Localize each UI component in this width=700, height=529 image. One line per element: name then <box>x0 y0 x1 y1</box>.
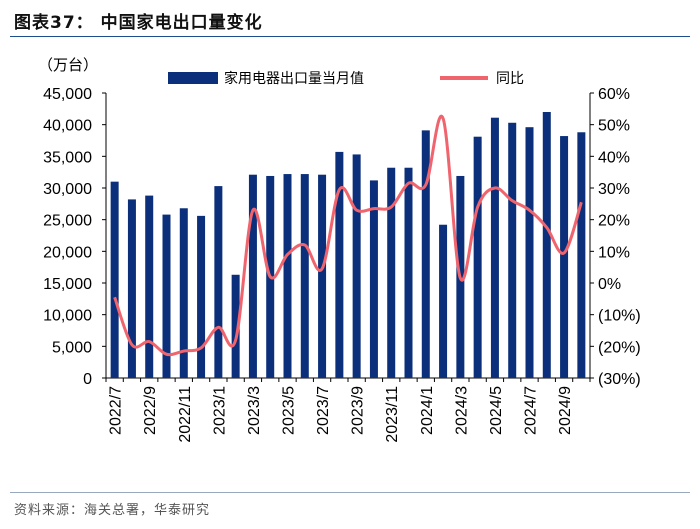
bar-2024/4 <box>473 136 482 378</box>
y-left-tick-label: 5,000 <box>52 339 92 356</box>
y-left-tick-label: 10,000 <box>43 308 92 325</box>
y-left-tick-label: 40,000 <box>43 118 92 135</box>
x-tick-label: 2024/3 <box>453 386 470 435</box>
bar-2022/11 <box>179 208 188 378</box>
bar-2022/9 <box>145 195 154 378</box>
y-left-tick-label: 30,000 <box>43 181 92 198</box>
bar-2023/3 <box>248 174 257 378</box>
bar-2024/10 <box>577 132 586 378</box>
bar-2023/9 <box>352 154 361 378</box>
x-tick-label: 2023/3 <box>246 386 263 435</box>
y-left-ticks: 0 5,000 10,000 15,000 20,000 25,000 30,000 35,0… <box>43 86 106 388</box>
x-tick-label: 2024/9 <box>557 386 574 435</box>
bar-2022/12 <box>197 215 206 378</box>
legend: 家用电器出口量当月值 同比 <box>168 70 524 87</box>
y-right-tick-label: 30% <box>598 181 630 198</box>
bar-2022/10 <box>162 214 171 378</box>
y-right-tick-label: 20% <box>598 213 630 230</box>
legend-swatch-bar <box>168 72 218 84</box>
y-left-tick-label: 20,000 <box>43 244 92 261</box>
y-left-tick-label: 15,000 <box>43 276 92 293</box>
line-series <box>113 114 583 357</box>
x-ticks: 2022/7 2022/9 2022/11 2023/1 2023/3 2023/5 202… <box>108 386 574 443</box>
source-note: 资料来源：海关总署，华泰研究 <box>14 503 211 518</box>
footer-divider <box>10 492 690 493</box>
bar-2024/7 <box>525 127 534 378</box>
bar-2023/2 <box>231 274 240 378</box>
x-tick-label: 2024/1 <box>419 386 436 435</box>
bar-2023/12 <box>404 167 413 378</box>
x-tick-label: 2024/5 <box>488 386 505 435</box>
y-right-tick-label: 60% <box>598 86 630 103</box>
y-right-tick-label: (20%) <box>598 339 641 356</box>
bar-2023/10 <box>369 180 378 378</box>
bar-2023/1 <box>214 186 223 378</box>
y-left-tick-label: 0 <box>83 371 92 388</box>
title-divider <box>10 36 690 37</box>
bar-2023/6 <box>300 174 309 378</box>
y-right-tick-label: (30%) <box>598 371 641 388</box>
bar-2024/1 <box>421 130 430 378</box>
x-tick-label: 2022/9 <box>142 386 159 435</box>
y-right-ticks: (30%) (20%) (10%) 0% 10% 20% 30% 40% 50% 60% <box>590 86 641 388</box>
y-right-tick-label: 40% <box>598 149 630 166</box>
y-right-tick-label: 0% <box>598 276 621 293</box>
bar-2023/7 <box>318 174 327 378</box>
bar-2022/7 <box>110 181 119 378</box>
x-tick-label: 2023/1 <box>211 386 228 435</box>
x-tick-label: 2022/11 <box>177 386 194 443</box>
bar-2022/8 <box>127 199 136 378</box>
y-right-tick-label: 10% <box>598 244 630 261</box>
legend-label-line: 同比 <box>496 71 524 87</box>
bar-2024/5 <box>490 117 499 378</box>
axes-group <box>105 93 591 382</box>
x-tick-label: 2023/9 <box>350 386 367 435</box>
y-left-tick-label: 25,000 <box>43 213 92 230</box>
bar-2023/5 <box>283 174 292 378</box>
bar-2023/11 <box>387 167 396 378</box>
y-left-tick-label: 45,000 <box>43 86 92 103</box>
bar-2024/6 <box>508 122 517 379</box>
x-tick-label: 2024/7 <box>523 386 540 435</box>
bar-2024/9 <box>560 136 569 378</box>
x-tick-label: 2023/11 <box>384 386 401 443</box>
bar-2024/8 <box>542 112 551 378</box>
y-left-unit-label: （万台） <box>38 56 98 74</box>
y-left-tick-label: 35,000 <box>43 149 92 166</box>
figure-title: 图表37： 中国家电出口量变化 <box>14 13 263 33</box>
bar-2024/2 <box>439 224 448 378</box>
bar-2023/8 <box>335 151 344 378</box>
x-tick-label: 2022/7 <box>108 386 125 435</box>
y-right-tick-label: (10%) <box>598 308 641 325</box>
yoy-line <box>113 114 583 357</box>
x-tick-label: 2023/7 <box>315 386 332 435</box>
x-tick-label: 2023/5 <box>281 386 298 435</box>
legend-label-bar: 家用电器出口量当月值 <box>224 70 364 87</box>
bar-series <box>110 112 586 379</box>
y-right-tick-label: 50% <box>598 118 630 135</box>
